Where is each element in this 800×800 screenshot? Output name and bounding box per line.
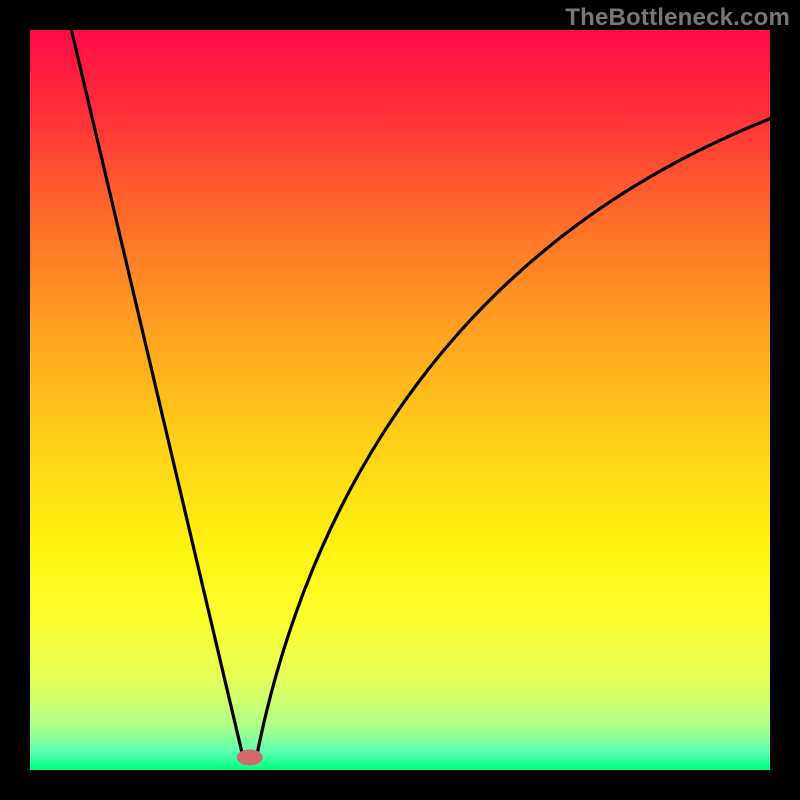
chart-frame: TheBottleneck.com <box>0 0 800 800</box>
gradient-background <box>30 30 770 770</box>
min-marker <box>237 749 263 765</box>
plot-area <box>30 30 770 770</box>
watermark-text: TheBottleneck.com <box>565 4 790 32</box>
chart-svg <box>0 0 800 800</box>
